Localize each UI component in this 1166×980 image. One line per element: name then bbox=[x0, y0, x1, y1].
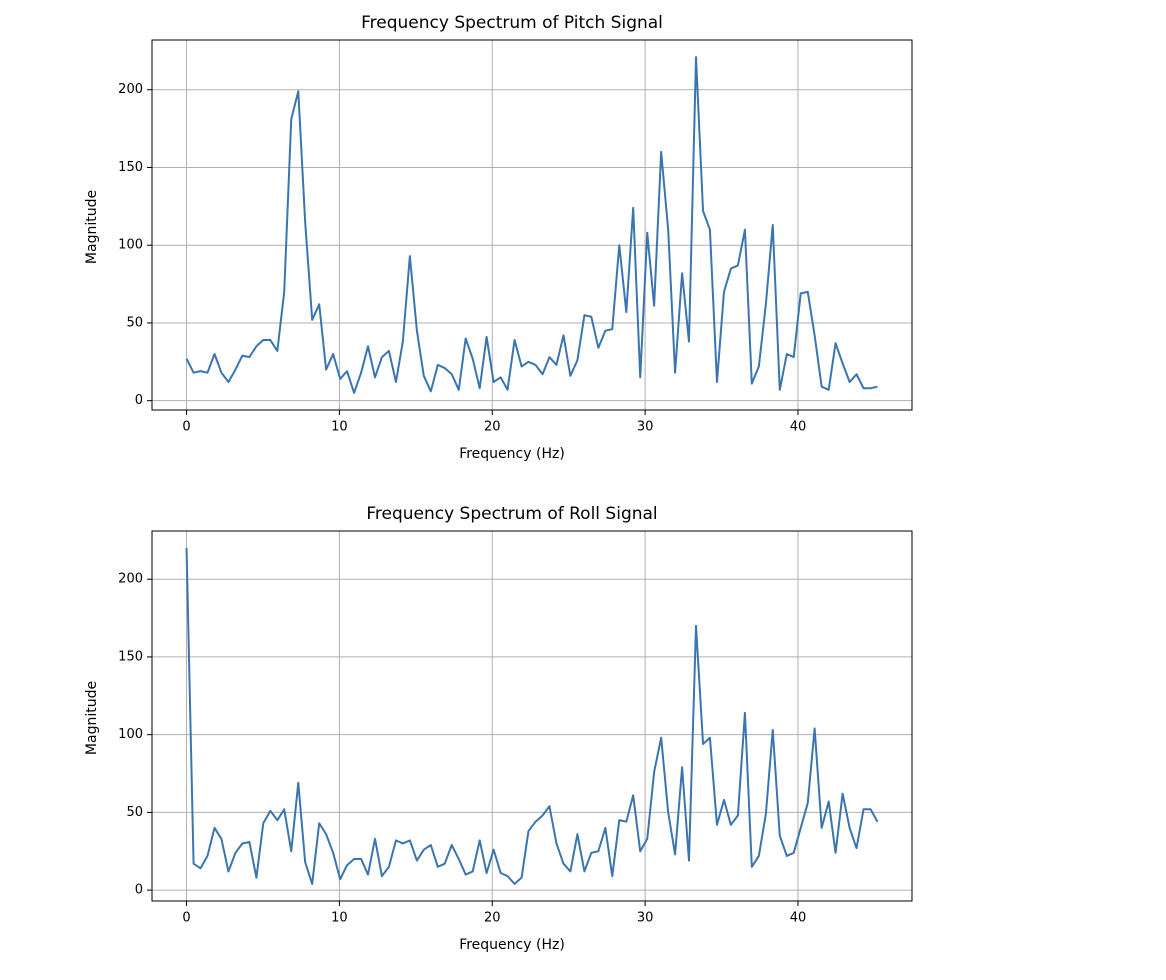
data-line bbox=[185, 56, 878, 394]
x-tick-label: 30 bbox=[637, 420, 654, 435]
y-tick-label: 100 bbox=[118, 727, 143, 742]
y-tick-label: 50 bbox=[126, 315, 143, 330]
x-tick-label: 10 bbox=[331, 420, 348, 435]
y-axis-label: Magnitude bbox=[84, 681, 100, 755]
y-tick-label: 0 bbox=[135, 393, 143, 408]
axes-frame bbox=[151, 39, 913, 411]
x-tick-label: 0 bbox=[182, 420, 190, 435]
chart-title: Frequency Spectrum of Roll Signal bbox=[366, 504, 657, 524]
y-tick-label: 150 bbox=[118, 649, 143, 664]
y-axis-label: Magnitude bbox=[84, 190, 100, 264]
y-tick-label: 150 bbox=[118, 160, 143, 175]
x-tick-label: 40 bbox=[790, 911, 807, 926]
x-axis-label: Frequency (Hz) bbox=[459, 937, 565, 953]
x-tick-label: 30 bbox=[637, 911, 654, 926]
x-tick-label: 20 bbox=[484, 420, 501, 435]
x-tick-label: 40 bbox=[790, 420, 807, 435]
chart-title: Frequency Spectrum of Pitch Signal bbox=[361, 13, 663, 33]
data-line bbox=[185, 548, 879, 885]
y-tick-label: 100 bbox=[118, 238, 143, 253]
x-tick-label: 20 bbox=[484, 911, 501, 926]
y-tick-label: 200 bbox=[118, 572, 143, 587]
x-tick-label: 0 bbox=[182, 911, 190, 926]
y-tick-label: 0 bbox=[135, 883, 143, 898]
x-tick-label: 10 bbox=[331, 911, 348, 926]
y-tick-label: 50 bbox=[126, 805, 143, 820]
axes-frame bbox=[151, 530, 913, 902]
x-axis-label: Frequency (Hz) bbox=[459, 446, 565, 462]
y-tick-label: 200 bbox=[118, 82, 143, 97]
